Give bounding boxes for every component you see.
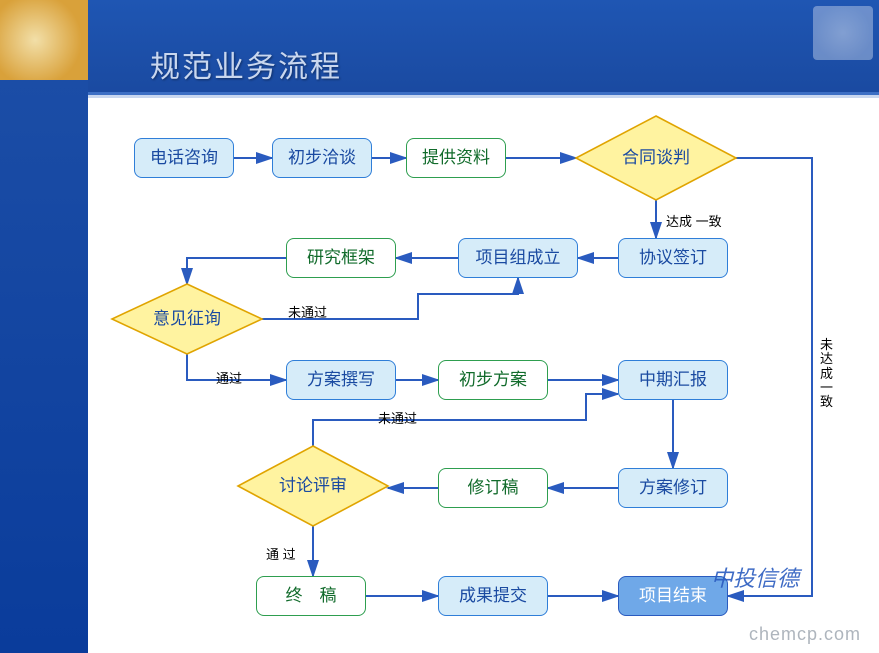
rect-node: 中期汇报 bbox=[618, 360, 728, 400]
node-label: 合同谈判 bbox=[576, 116, 736, 200]
rect-node: 协议签订 bbox=[618, 238, 728, 278]
node-label: 讨论评审 bbox=[238, 446, 388, 526]
edge-label: 通过 bbox=[216, 368, 242, 387]
edge-label: 未通过 bbox=[288, 302, 327, 321]
slide: 规范业务流程 达成 一致未通过通过未通过通 过未达成一致电话咨询初步洽谈提供资料… bbox=[0, 0, 879, 653]
site-watermark: chemcp.com bbox=[749, 624, 861, 645]
rect-node: 方案修订 bbox=[618, 468, 728, 508]
edge bbox=[313, 394, 618, 446]
slide-title: 规范业务流程 bbox=[150, 42, 342, 86]
handshake-image-right bbox=[813, 6, 873, 60]
node-label: 意见征询 bbox=[112, 284, 262, 354]
rect-node: 提供资料 bbox=[406, 138, 506, 178]
left-sidebar bbox=[0, 0, 88, 653]
handshake-image-left bbox=[0, 0, 88, 80]
edge bbox=[187, 258, 286, 284]
brand-watermark: 中投信德 bbox=[711, 561, 799, 593]
edge bbox=[728, 158, 812, 596]
rect-node: 修订稿 bbox=[438, 468, 548, 508]
edge-label: 未达成一致 bbox=[820, 338, 833, 409]
rect-node: 项目组成立 bbox=[458, 238, 578, 278]
rect-node: 方案撰写 bbox=[286, 360, 396, 400]
edge-label: 通 过 bbox=[266, 544, 296, 563]
rect-node: 成果提交 bbox=[438, 576, 548, 616]
rect-node: 初步方案 bbox=[438, 360, 548, 400]
rect-node: 初步洽谈 bbox=[272, 138, 372, 178]
rect-node: 电话咨询 bbox=[134, 138, 234, 178]
edge-label: 达成 一致 bbox=[666, 211, 722, 230]
rect-node: 终 稿 bbox=[256, 576, 366, 616]
rect-node: 研究框架 bbox=[286, 238, 396, 278]
edge-label: 未通过 bbox=[378, 408, 417, 427]
